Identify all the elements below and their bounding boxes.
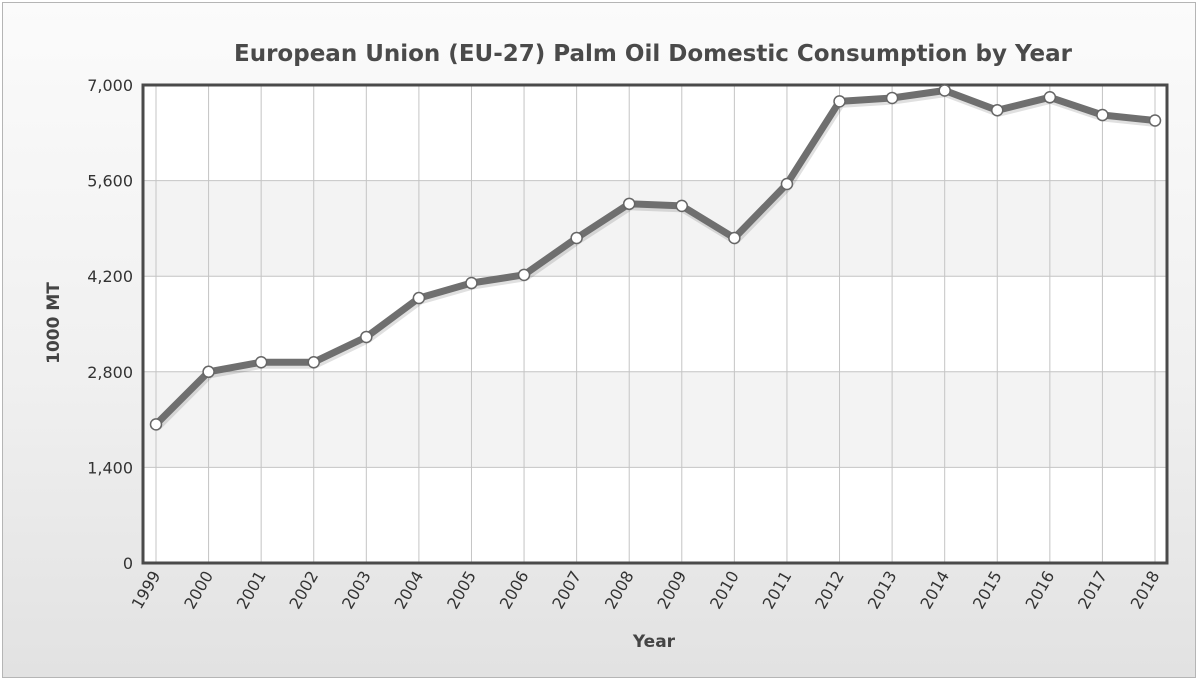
- x-tick-label: 2000: [180, 568, 217, 613]
- data-point-2013[interactable]: [885, 91, 899, 105]
- series-line: [152, 87, 1159, 428]
- x-tick-label: 2017: [1074, 568, 1111, 613]
- x-tick-label: 2001: [233, 568, 270, 613]
- x-axis-title: Year: [632, 632, 676, 652]
- data-point-2017[interactable]: [1096, 108, 1109, 122]
- x-tick-label: 2015: [969, 568, 1006, 613]
- x-tick-label: 2016: [1021, 568, 1058, 613]
- plot-band: [143, 371, 1167, 468]
- data-point-2001[interactable]: [254, 355, 268, 369]
- x-tick-label: 2007: [548, 568, 585, 613]
- plot-band: [143, 276, 1167, 372]
- plot-band: [143, 85, 1167, 181]
- data-point-2000[interactable]: [202, 365, 215, 379]
- data-point-2002[interactable]: [307, 355, 320, 369]
- x-axis-tick-labels: 1999 2000 2001 2002 2003 2004 2005 2006 2007 2008…: [128, 568, 1164, 613]
- data-point-2004[interactable]: [412, 291, 426, 305]
- y-axis-title: 1000 MT: [44, 282, 64, 364]
- x-tick-label: 2010: [706, 568, 743, 613]
- y-tick-label: 4,200: [87, 267, 133, 286]
- x-tick-label: 2012: [811, 568, 848, 613]
- x-tick-label: 2013: [864, 568, 901, 613]
- data-point-2012[interactable]: [833, 95, 846, 108]
- y-tick-label: 2,800: [87, 363, 133, 382]
- data-point-2015[interactable]: [991, 104, 1004, 117]
- horizontal-gridlines: [143, 180, 1167, 468]
- vertical-gridlines: [155, 85, 1156, 563]
- chart-title: European Union (EU-27) Palm Oil Domestic…: [234, 41, 1073, 67]
- x-tick-label: 1999: [128, 568, 165, 613]
- x-tick-label: 2009: [653, 568, 690, 613]
- plot-band: [143, 180, 1167, 277]
- plot-band: [143, 467, 1167, 563]
- y-tick-label: 5,600: [87, 172, 133, 191]
- data-point-2006[interactable]: [517, 268, 531, 282]
- x-tick-label: 2014: [916, 568, 953, 613]
- data-point-2011[interactable]: [780, 177, 794, 191]
- x-tick-label: 2018: [1127, 568, 1164, 613]
- x-tick-label: 2008: [601, 568, 638, 613]
- x-tick-label: 2003: [338, 568, 375, 613]
- data-point-2010[interactable]: [728, 231, 741, 245]
- plot-background: [143, 85, 1167, 563]
- data-point-2016[interactable]: [1043, 91, 1057, 104]
- data-point-2009[interactable]: [675, 199, 689, 213]
- x-tick-label: 2002: [285, 568, 322, 613]
- data-point-2005[interactable]: [465, 276, 478, 290]
- series-layer: [149, 84, 1162, 431]
- y-tick-label: 0: [123, 554, 133, 573]
- data-point-2003[interactable]: [360, 330, 373, 344]
- x-tick-label: 2011: [759, 568, 796, 613]
- data-point-2014[interactable]: [938, 84, 951, 97]
- data-point-2007[interactable]: [570, 231, 583, 245]
- y-axis-tick-labels: 0 1,400 2,800 4,200 5,600 7,000: [87, 76, 133, 573]
- plot-border: [141, 83, 1169, 565]
- y-tick-label: 7,000: [87, 76, 133, 95]
- data-point-2018[interactable]: [1148, 114, 1162, 127]
- chart-canvas: European Union (EU-27) Palm Oil Domestic…: [44, 41, 1169, 652]
- y-tick-label: 1,400: [87, 458, 133, 477]
- x-tick-label: 2006: [496, 568, 533, 613]
- data-point-2008[interactable]: [622, 197, 636, 211]
- x-tick-label: 2005: [443, 568, 480, 613]
- x-tick-label: 2004: [391, 568, 428, 613]
- data-point-1999[interactable]: [149, 418, 163, 431]
